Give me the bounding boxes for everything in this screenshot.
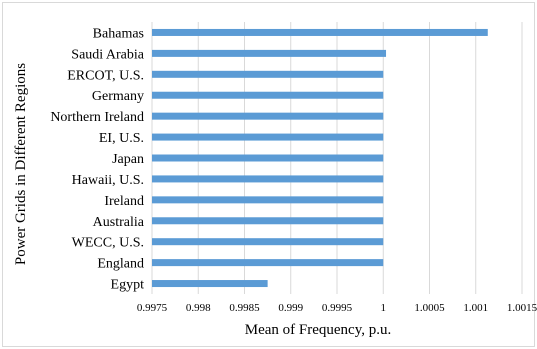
- bar: [152, 259, 384, 267]
- category-label: Australia: [93, 215, 145, 230]
- x-tick-label: 1: [381, 302, 387, 314]
- bar: [152, 175, 384, 183]
- y-axis-title: Power Grids in Different Regions: [13, 63, 29, 265]
- bar: [152, 91, 384, 99]
- x-axis-title: Mean of Frequency, p.u.: [245, 322, 391, 338]
- bar: [152, 133, 384, 141]
- category-label: Saudi Arabia: [71, 47, 144, 62]
- category-label: Northern Ireland: [50, 110, 144, 125]
- bar: [152, 217, 384, 225]
- x-tick-label: 0.9975: [137, 302, 168, 314]
- x-tick-label: 0.999: [278, 302, 303, 314]
- category-label: Japan: [112, 152, 144, 167]
- category-label: Bahamas: [93, 26, 144, 41]
- bars: [152, 28, 488, 288]
- category-label: Hawaii, U.S.: [72, 173, 144, 188]
- bar: [152, 49, 387, 57]
- category-label: ERCOT, U.S.: [67, 68, 144, 83]
- bar: [152, 154, 384, 162]
- category-label: Germany: [92, 89, 144, 104]
- category-label: Egypt: [111, 278, 145, 293]
- category-labels: Bahamas Saudi Arabia ERCOT, U.S. Germany Nor…: [50, 26, 144, 292]
- category-label: Ireland: [104, 194, 144, 209]
- x-tick-labels: 0.9975 0.998 0.9985 0.999 0.9995 1 1.0005 1.001…: [137, 302, 537, 314]
- x-tick-label: 0.9995: [322, 302, 353, 314]
- bar: [152, 28, 488, 36]
- category-label: WECC, U.S.: [72, 236, 144, 251]
- x-tick-label: 1.0015: [507, 302, 537, 314]
- bar: [152, 238, 384, 246]
- x-tick-label: 1.001: [463, 302, 488, 314]
- x-tick-label: 1.0005: [414, 302, 445, 314]
- bar: [152, 112, 384, 120]
- x-tick-label: 0.998: [186, 302, 211, 314]
- bar: [152, 70, 384, 78]
- bar: [152, 280, 268, 288]
- category-label: EI, U.S.: [99, 131, 144, 146]
- x-tick-label: 0.9985: [229, 302, 260, 314]
- bar: [152, 196, 384, 204]
- category-label: England: [97, 257, 144, 272]
